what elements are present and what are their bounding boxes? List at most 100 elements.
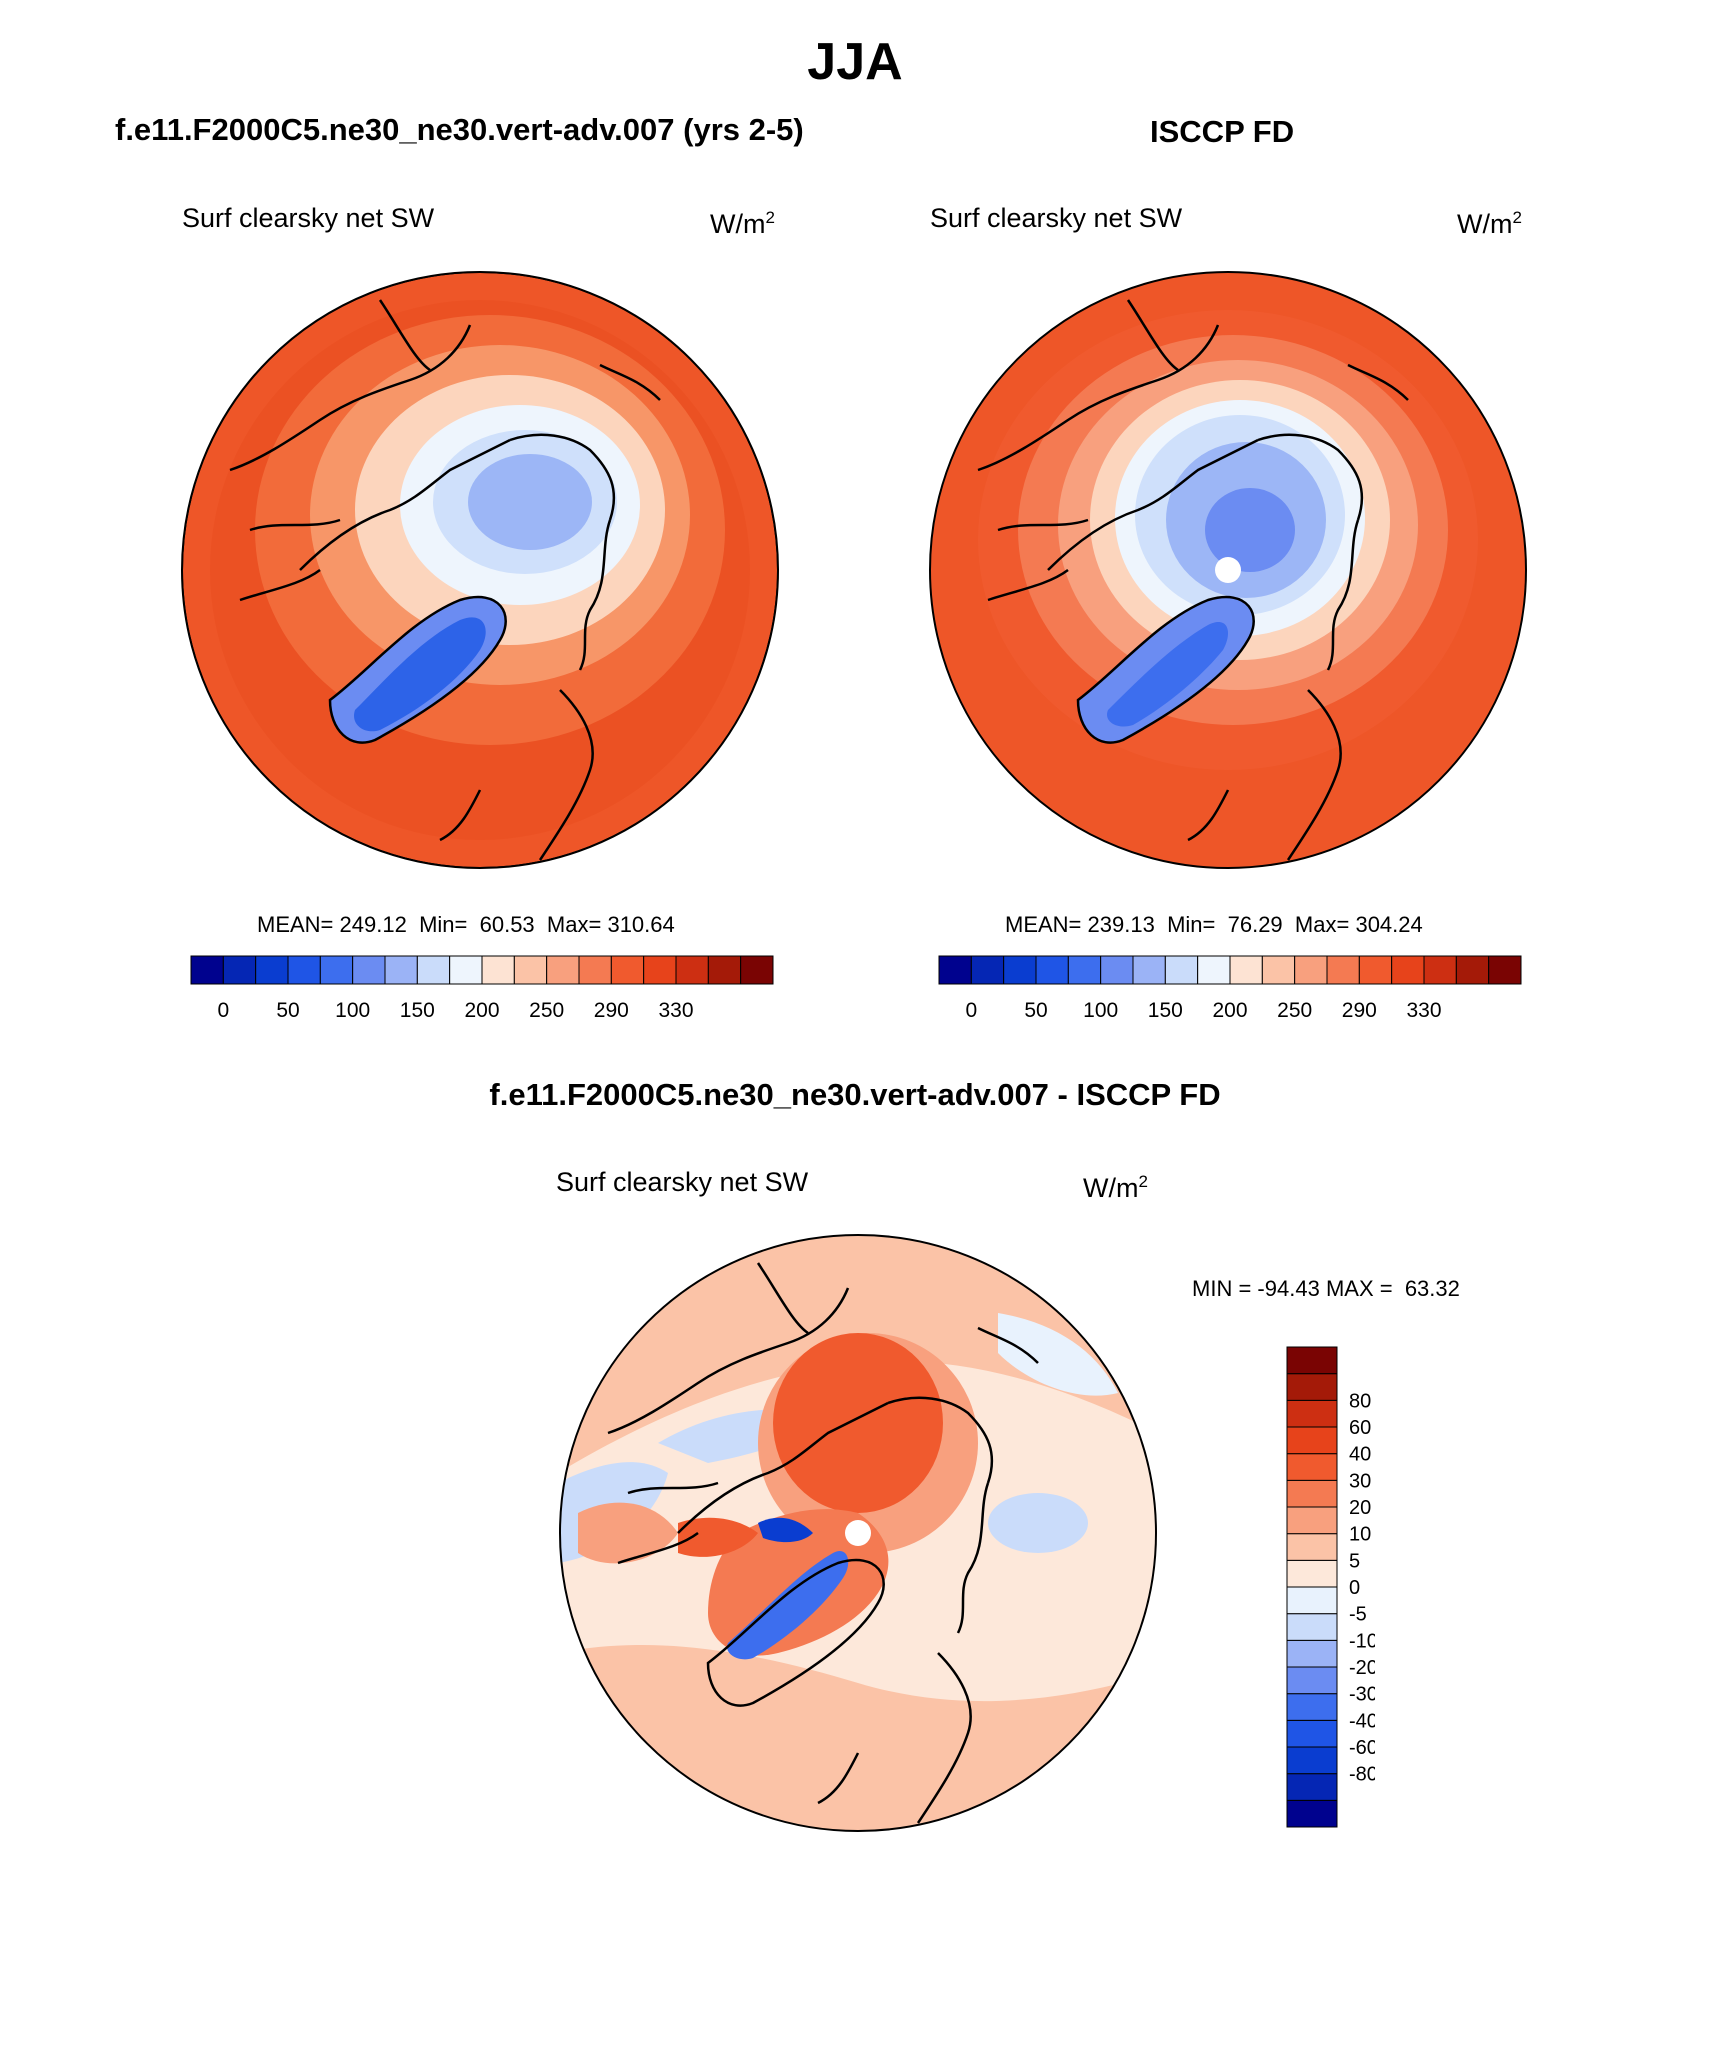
model-colorbar-swatch bbox=[416, 955, 451, 985]
model-colorbar-tick-label: 330 bbox=[658, 999, 693, 1022]
model-colorbar-tick-label: 200 bbox=[464, 999, 499, 1022]
diff-colorbar-tick-label: -5 bbox=[1349, 1604, 1367, 1626]
obs-min-label: Min= bbox=[1167, 912, 1216, 937]
obs-colorbar-swatch bbox=[938, 955, 972, 985]
diff-colorbar-tick-label: 0 bbox=[1349, 1577, 1360, 1599]
coastlines bbox=[977, 299, 1409, 861]
model-colorbar-swatch bbox=[675, 955, 709, 985]
obs-colorbar-swatch bbox=[1003, 955, 1037, 985]
model-colorbar-swatch bbox=[449, 955, 483, 985]
obs-colorbar-tick-label: 150 bbox=[1148, 999, 1183, 1022]
obs-colorbar: 0 50 100 150 200 250 290 330 bbox=[938, 955, 1522, 1022]
pole-hole bbox=[1215, 557, 1241, 583]
diff-colorbar-tick-label: 5 bbox=[1349, 1550, 1360, 1572]
diff-colorbar-swatch bbox=[1286, 1666, 1338, 1695]
model-polar-map bbox=[181, 271, 779, 869]
diff-colorbar-tick-label: -20 bbox=[1349, 1657, 1375, 1679]
diff-colorbar-tick-label: 20 bbox=[1349, 1497, 1371, 1519]
model-colorbar-swatch bbox=[222, 955, 257, 985]
diff-colorbar-tick-label: 30 bbox=[1349, 1470, 1371, 1492]
diff-colorbar-tick-label: 10 bbox=[1349, 1524, 1371, 1546]
model-colorbar-tick-label: 150 bbox=[400, 999, 435, 1022]
obs-colorbar-swatch bbox=[1326, 955, 1360, 985]
model-colorbar-swatch bbox=[481, 955, 515, 985]
model-colorbar-swatch bbox=[740, 955, 774, 985]
model-colorbar-swatch bbox=[255, 955, 289, 985]
diff-colorbar-swatch bbox=[1286, 1746, 1338, 1775]
diff-colorbar-swatch bbox=[1286, 1479, 1338, 1508]
diff-colorbar-swatch bbox=[1286, 1506, 1338, 1535]
model-colorbar-swatch bbox=[578, 955, 612, 985]
model-colorbar-tick-label: 0 bbox=[217, 999, 229, 1022]
diff-colorbar-swatch bbox=[1286, 1719, 1338, 1748]
diff-colorbar-tick-label: -30 bbox=[1349, 1684, 1375, 1706]
obs-max-label: Max= bbox=[1294, 912, 1350, 937]
diff-colorbar-swatch bbox=[1286, 1613, 1338, 1641]
map-boundary bbox=[929, 271, 1527, 869]
diff-colorbar-tick-label: -80 bbox=[1349, 1764, 1375, 1786]
model-colorbar-swatch bbox=[190, 955, 224, 985]
obs-colorbar-swatch bbox=[1294, 955, 1328, 985]
model-colorbar-tick-label: 250 bbox=[529, 999, 564, 1022]
model-colorbar-swatch bbox=[610, 955, 645, 985]
obs-colorbar-tick-label: 330 bbox=[1406, 999, 1441, 1022]
obs-colorbar-swatch bbox=[1261, 955, 1296, 985]
model-panel-title: f.e11.F2000C5.ne30_ne30.vert-adv.007 (yr… bbox=[115, 112, 804, 147]
obs-colorbar-swatch bbox=[1391, 955, 1425, 985]
diff-colorbar-tick-label: 40 bbox=[1349, 1444, 1371, 1466]
diff-units: W/m2 bbox=[1083, 1172, 1148, 1203]
model-max-value: 310.64 bbox=[607, 912, 675, 937]
obs-stats: MEAN= 239.13 Min= 76.29 Max= 304.24 bbox=[1005, 912, 1423, 938]
diff-colorbar-swatch bbox=[1286, 1453, 1338, 1481]
obs-colorbar-tick-label: 250 bbox=[1277, 999, 1312, 1022]
diff-colorbar-swatch bbox=[1286, 1639, 1338, 1668]
model-colorbar-swatch bbox=[513, 955, 548, 985]
obs-colorbar-tick-label: 0 bbox=[965, 999, 977, 1022]
obs-colorbar-swatch bbox=[1358, 955, 1393, 985]
obs-colorbar-swatch bbox=[1455, 955, 1490, 985]
obs-colorbar-swatch bbox=[1132, 955, 1166, 985]
obs-units: W/m2 bbox=[1457, 208, 1522, 239]
diff-colorbar-swatch bbox=[1286, 1799, 1338, 1828]
model-colorbar-swatch bbox=[546, 955, 580, 985]
obs-max-value: 304.24 bbox=[1355, 912, 1423, 937]
diff-variable-label: Surf clearsky net SW bbox=[556, 1167, 809, 1197]
model-min-label: Min= bbox=[419, 912, 468, 937]
diff-colorbar-tick-label: 80 bbox=[1349, 1390, 1371, 1412]
diff-colorbar-swatch bbox=[1286, 1533, 1338, 1561]
diff-colorbar-swatch bbox=[1286, 1373, 1338, 1401]
obs-colorbar-swatch bbox=[970, 955, 1005, 985]
model-units: W/m2 bbox=[710, 208, 775, 239]
obs-colorbar-tick-label: 50 bbox=[1024, 999, 1047, 1022]
diff-colorbar-swatch bbox=[1286, 1426, 1338, 1455]
greenland-fill bbox=[727, 1551, 849, 1660]
obs-colorbar-swatch bbox=[1100, 955, 1134, 985]
obs-colorbar-swatch bbox=[1164, 955, 1199, 985]
model-colorbar-swatch bbox=[352, 955, 386, 985]
diff-colorbar: -80 -60 -40 -30 -20 -10 -5 0 5 10 20 30 40 60 80 bbox=[1286, 1346, 1375, 1828]
diff-colorbar-swatch bbox=[1286, 1559, 1338, 1588]
model-colorbar-tick-label: 290 bbox=[594, 999, 629, 1022]
page-title: JJA bbox=[807, 33, 903, 91]
diff-colorbar-tick-label: -40 bbox=[1349, 1710, 1375, 1732]
obs-colorbar-swatch bbox=[1067, 955, 1102, 985]
model-colorbar-swatch bbox=[384, 955, 418, 985]
obs-colorbar-swatch bbox=[1423, 955, 1457, 985]
diff-min-label: MIN = bbox=[1192, 1276, 1252, 1301]
obs-colorbar-swatch bbox=[1229, 955, 1263, 985]
obs-colorbar-swatch bbox=[1197, 955, 1231, 985]
coastlines bbox=[229, 299, 661, 861]
model-colorbar-swatch bbox=[319, 955, 354, 985]
model-mean-label: MEAN= bbox=[257, 912, 334, 937]
obs-colorbar-tick-label: 200 bbox=[1212, 999, 1247, 1022]
model-colorbar: 0 50 100 150 200 250 290 330 bbox=[190, 955, 774, 1022]
model-colorbar-swatch bbox=[707, 955, 742, 985]
obs-polar-map bbox=[929, 271, 1527, 869]
obs-colorbar-tick-label: 290 bbox=[1342, 999, 1377, 1022]
pole-hole bbox=[845, 1520, 871, 1546]
map-boundary bbox=[559, 1234, 1157, 1832]
map-boundary bbox=[181, 271, 779, 869]
obs-colorbar-tick-label: 100 bbox=[1083, 999, 1118, 1022]
model-max-label: Max= bbox=[546, 912, 602, 937]
diff-colorbar-swatch bbox=[1286, 1346, 1338, 1375]
